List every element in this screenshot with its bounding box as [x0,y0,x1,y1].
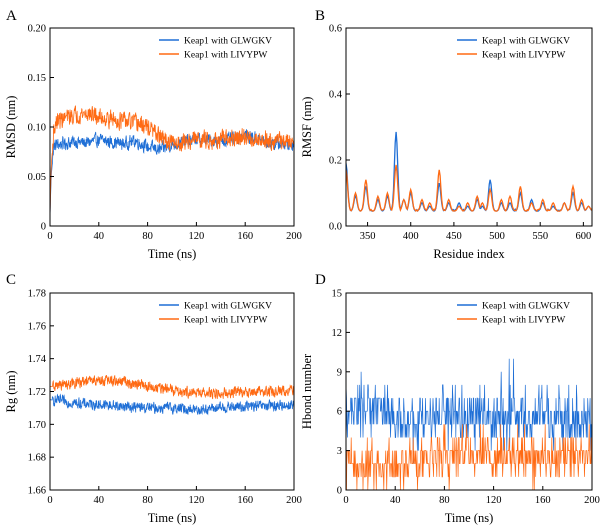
x-axis-label: Time (ns) [445,511,494,525]
x-tick-label: 400 [403,231,419,242]
panel-letter: C [6,272,16,288]
x-tick-label: 350 [360,231,376,242]
y-tick-label: 0.05 [28,172,46,183]
plot-area [346,358,592,490]
legend-label-2: Keap1 with LIVYPW [482,316,565,326]
x-tick-label: 80 [142,495,153,506]
x-tick-label: 160 [237,495,253,506]
x-tick-label: 80 [142,231,153,242]
y-axis-label: RMSF (nm) [300,97,314,158]
x-tick-label: 600 [575,231,591,242]
y-tick-label: 0.10 [28,123,46,134]
x-tick-label: 120 [486,495,502,506]
legend-label-1: Keap1 with GLWGKV [184,37,272,47]
y-axis-label: RMSD (nm) [4,96,18,159]
y-tick-label: 0.0 [329,222,342,233]
x-axis-label: Time (ns) [148,247,197,261]
plot-area [50,105,294,217]
legend-label-1: Keap1 with GLWGKV [482,302,570,312]
series-line-1 [346,131,592,213]
series-line-1 [346,358,592,464]
x-tick-label: 450 [446,231,462,242]
panel-letter: D [315,272,326,288]
plot-area [50,375,294,416]
x-tick-label: 0 [343,495,348,506]
x-axis-label: Residue index [433,247,505,261]
y-tick-label: 9 [337,367,342,378]
panel-d: D 0 40 80 120 160 200 0 3 6 9 12 15 Time (ns) Hbond nu… [300,272,600,525]
series-line-2 [346,424,592,490]
y-axis-label: Rg (nm) [4,370,18,412]
x-tick-label: 200 [286,231,302,242]
x-tick-label: 500 [489,231,505,242]
legend-label-2: Keap1 with LIVYPW [482,51,565,61]
y-tick-label: 1.72 [28,387,46,398]
y-axis-label: Hbond number [300,353,314,429]
axes-frame [345,27,593,227]
panel-c: C 0 40 80 120 160 200 1.66 1.68 1.70 1.72 1.74 1.76 1… [4,272,302,525]
x-axis-label: Time (ns) [148,511,197,525]
y-tick-label: 1.78 [28,289,46,300]
series-line-2 [50,375,294,400]
axes-frame [345,292,593,491]
panel-a: A 0 40 80 120 160 200 0 0.05 0.10 0.15 0.20 Time (ns… [4,8,302,261]
series-line-2 [346,164,592,213]
y-tick-label: 0.6 [329,24,342,35]
legend-label-1: Keap1 with GLWGKV [184,302,272,312]
plot-area [346,131,592,213]
panel-letter: A [6,8,17,24]
x-tick-label: 0 [47,231,52,242]
y-tick-label: 0 [41,222,46,233]
x-tick-label: 0 [47,495,52,506]
y-tick-label: 1.68 [28,453,46,464]
x-tick-label: 550 [532,231,548,242]
y-tick-label: 0.2 [329,156,342,167]
y-tick-label: 0 [337,486,342,497]
y-tick-label: 0.4 [329,90,343,101]
y-tick-label: 3 [337,446,342,457]
x-tick-label: 200 [286,495,302,506]
legend-label-2: Keap1 with LIVYPW [184,51,267,61]
x-tick-label: 160 [535,495,551,506]
x-tick-label: 120 [189,231,205,242]
panel-letter: B [315,8,325,24]
x-tick-label: 120 [189,495,205,506]
x-tick-label: 160 [237,231,253,242]
y-tick-label: 0.15 [28,73,46,84]
y-tick-label: 0.20 [28,24,46,35]
y-tick-label: 1.74 [28,354,47,365]
y-tick-label: 6 [337,407,342,418]
x-tick-label: 40 [390,495,401,506]
y-tick-label: 1.76 [28,321,46,332]
x-tick-label: 200 [584,495,600,506]
legend-label-2: Keap1 with LIVYPW [184,316,267,326]
y-tick-label: 12 [332,328,343,339]
series-line-2 [50,105,294,217]
legend-label-1: Keap1 with GLWGKV [482,37,570,47]
y-tick-label: 1.70 [28,420,46,431]
y-tick-label: 15 [332,289,343,300]
x-tick-label: 40 [94,231,105,242]
x-tick-label: 80 [439,495,450,506]
x-tick-label: 40 [94,495,105,506]
y-tick-label: 1.66 [28,486,46,497]
series-line-1 [50,393,294,416]
panel-b: B 350 400 450 500 550 600 0.0 0.2 0.4 0.6 Residue i… [300,8,593,261]
